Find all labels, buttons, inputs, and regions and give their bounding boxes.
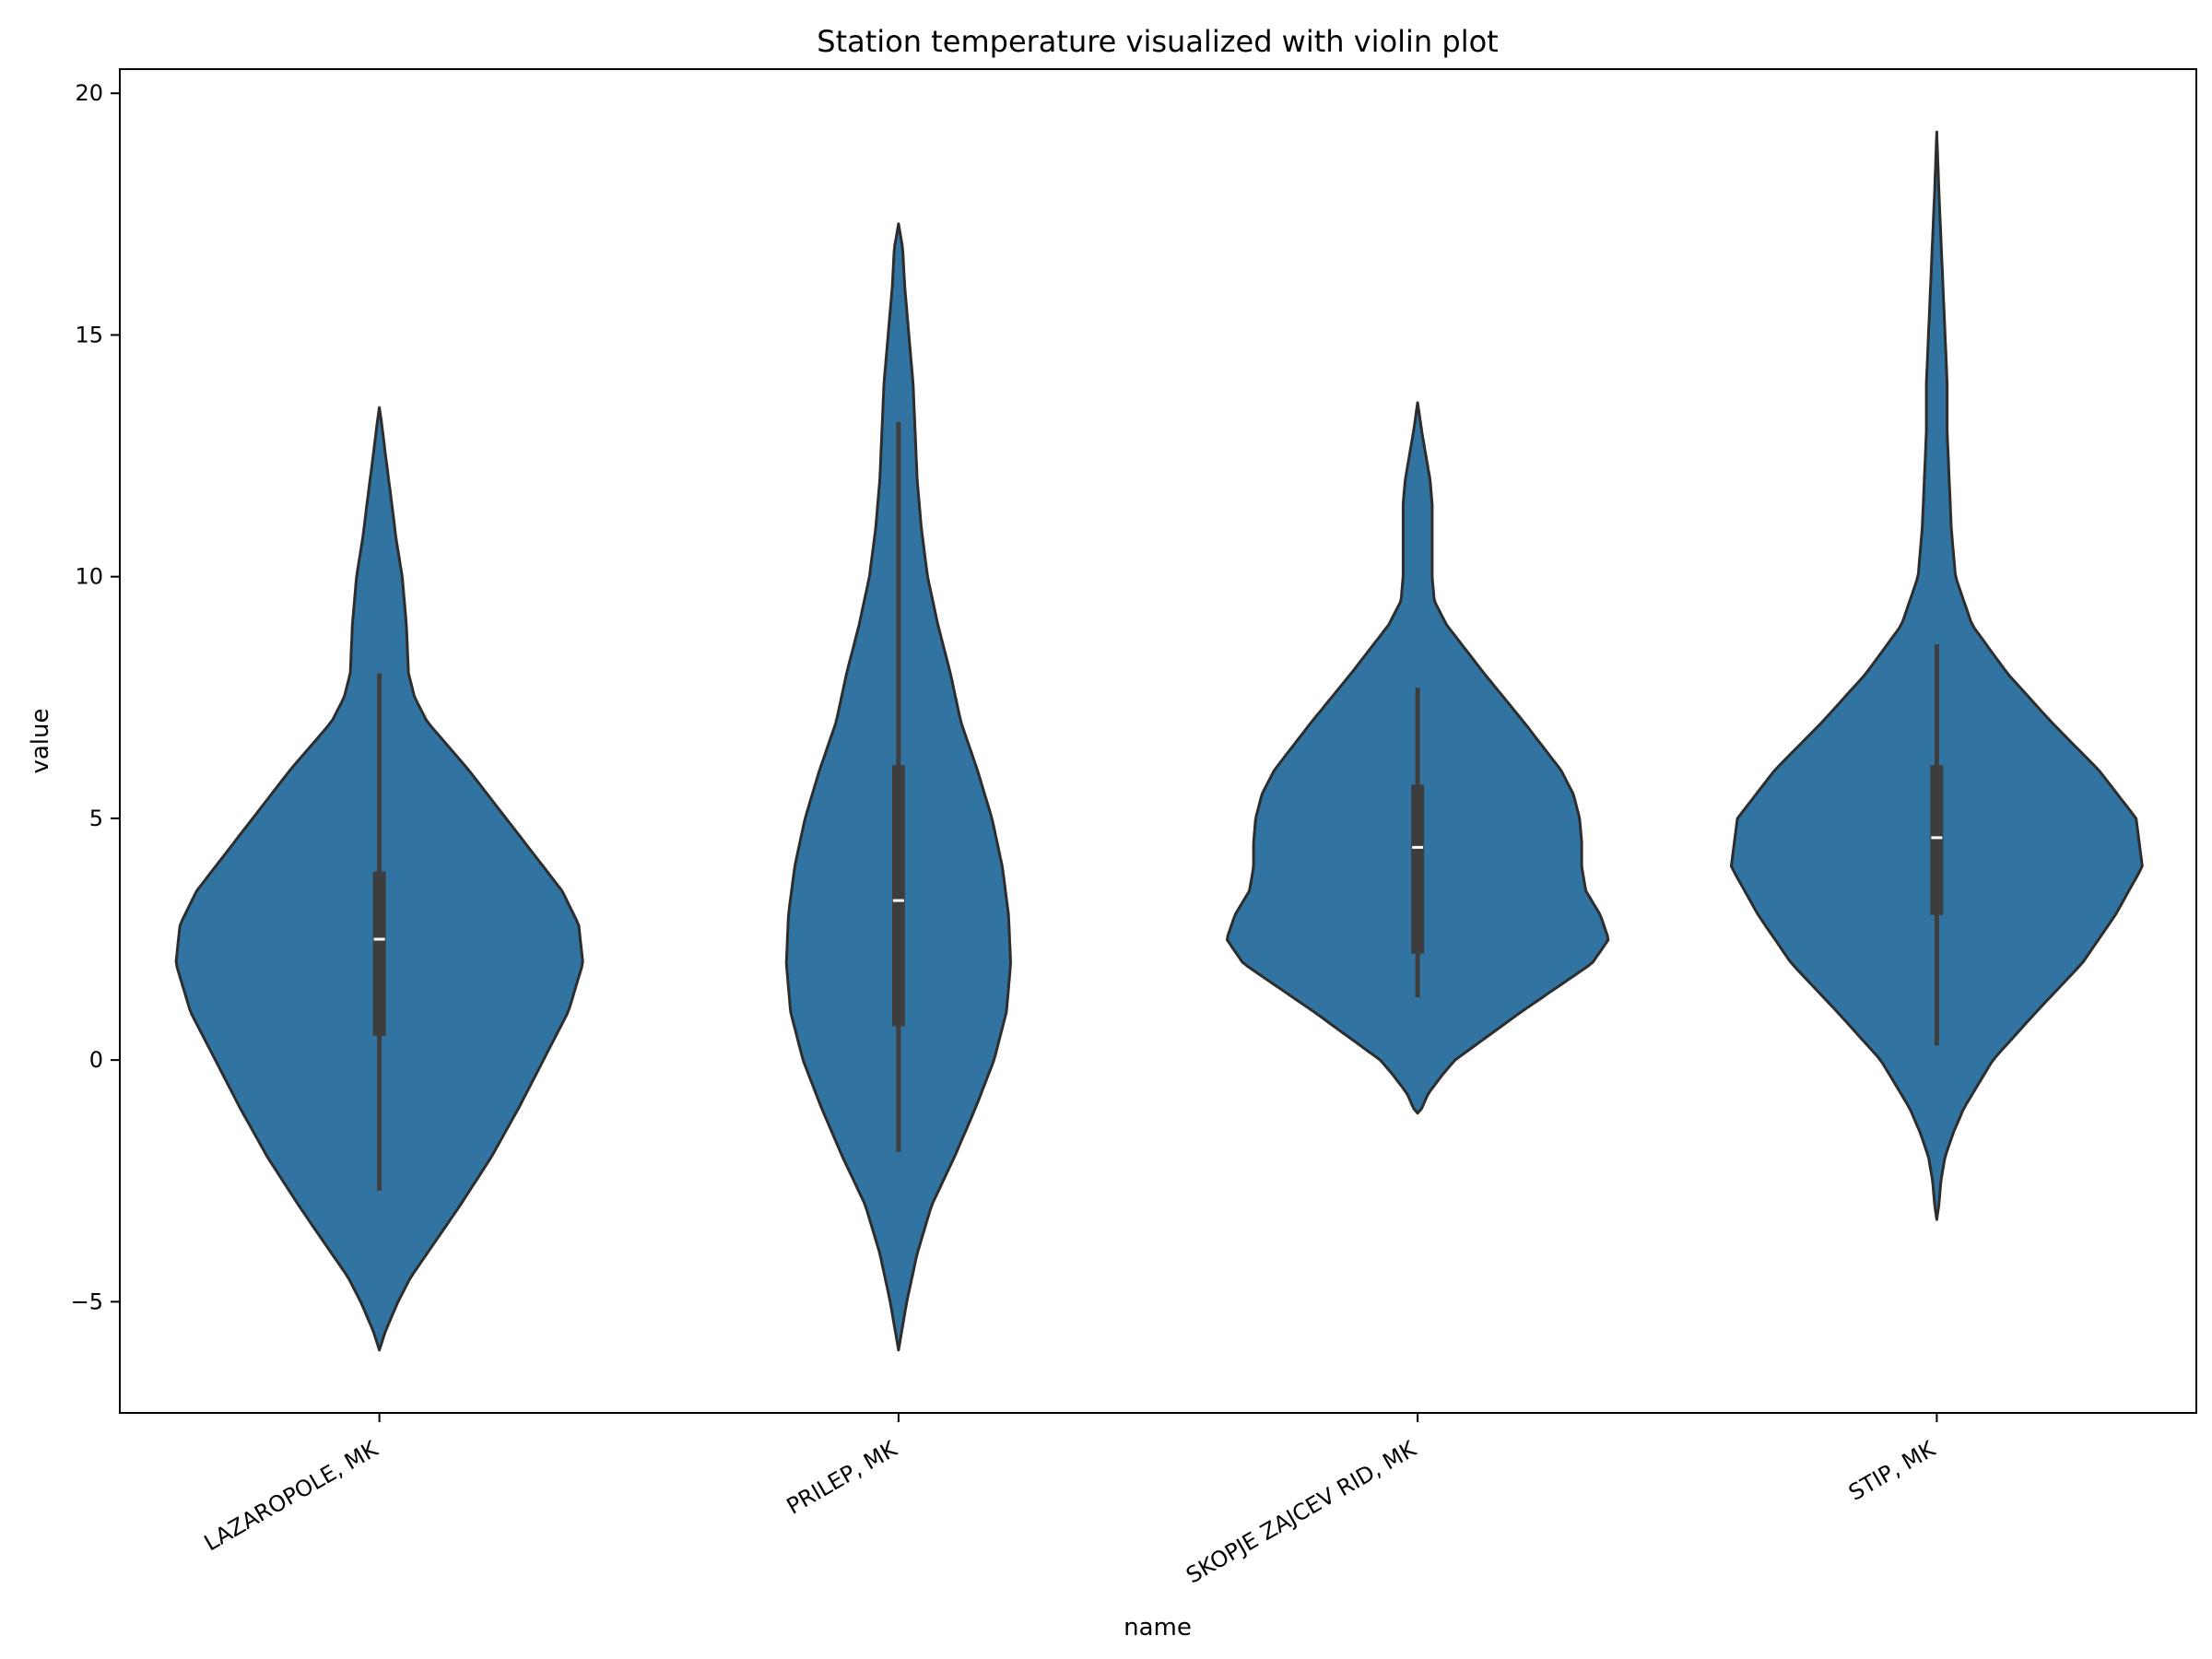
violin-iqr-box [891, 765, 905, 1027]
plot-frame [119, 68, 2197, 1414]
violin-iqr-box [1411, 784, 1425, 954]
violin-group [174, 406, 584, 1352]
y-tick-label: 15 [75, 322, 103, 347]
y-tick-label: 5 [89, 806, 103, 831]
y-axis-title: value [27, 708, 54, 773]
violin-group [1226, 401, 1610, 1115]
x-tick-label: SKOPJE ZAJCEV RID, MK [1182, 1435, 1421, 1588]
x-axis: LAZAROPOLE, MK PRILEP, MK SKOPJE ZAJCEV RI… [200, 1413, 1940, 1589]
chart-title: Station temperature visualized with viol… [817, 24, 1498, 59]
x-tick-label: STIP, MK [1844, 1435, 1940, 1505]
plot-area [174, 130, 2144, 1352]
y-tick-label: 20 [75, 80, 103, 106]
x-axis-title: name [1124, 1614, 1192, 1641]
violin-group [784, 222, 1012, 1352]
y-tick-label: 0 [89, 1047, 103, 1073]
x-tick-label: PRILEP, MK [782, 1435, 902, 1519]
y-axis: −5 0 5 10 15 20 [71, 80, 120, 1314]
y-tick-label: 10 [75, 564, 103, 590]
y-tick-label: −5 [71, 1288, 103, 1314]
violin-iqr-box [372, 871, 386, 1036]
x-tick-label: LAZAROPOLE, MK [200, 1435, 383, 1556]
violin-iqr-box [1930, 765, 1944, 915]
violin-group [1729, 130, 2144, 1221]
